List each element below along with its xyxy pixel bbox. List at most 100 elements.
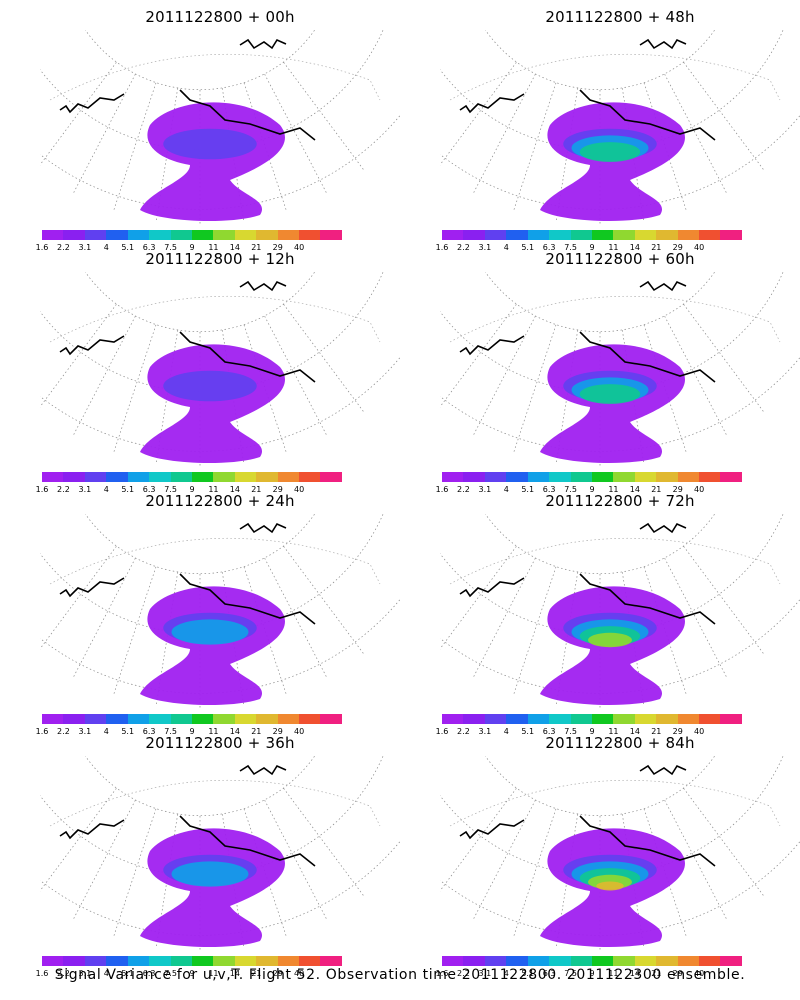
colorbar-swatch <box>256 956 278 966</box>
coastline <box>459 38 716 141</box>
colorbar-tick-label: 7.5 <box>164 485 177 494</box>
coastline <box>59 522 316 625</box>
colorbar-tick-label: 4 <box>103 485 109 494</box>
colorbar-swatch <box>484 230 507 240</box>
panel-title: 2011122800 + 36h <box>145 734 295 752</box>
latitude-gridline <box>484 272 716 333</box>
colorbar-tick-label: 1.6 <box>435 969 449 978</box>
meridian-gridline <box>683 546 765 655</box>
colorbar-tick-label: 21 <box>651 243 662 252</box>
colorbar-tick-label: 7.5 <box>564 969 577 978</box>
colorbar-ticks: 1.6 2.2 3.1 4 5.1 6.3 7.5 9 11 14 21 29 40 <box>436 969 742 979</box>
colorbar-swatch <box>320 230 342 240</box>
colorbar-tick-label: 29 <box>672 727 683 736</box>
meridian-gridline <box>243 82 287 212</box>
colorbar-tick-label: 5.1 <box>121 485 135 494</box>
colorbar-swatch <box>63 714 85 724</box>
colorbar-tick-label: 29 <box>272 969 283 978</box>
colorbar-swatch <box>191 230 214 240</box>
meridian-gridline <box>283 304 365 413</box>
colorbar-swatch <box>234 956 257 966</box>
meridian-gridline <box>513 82 557 212</box>
map-panel-00h: 2011122800 + 00h 1.6 2.2 3.1 4 5.1 6.3 7.5 9 11 1… <box>36 8 400 252</box>
colorbar-swatch <box>213 714 235 724</box>
colorbar-tick-label: 2.2 <box>457 727 470 736</box>
colorbar-swatch <box>170 472 192 482</box>
colorbar-tick-label: 5.1 <box>121 969 135 978</box>
colorbar-swatch <box>256 472 278 482</box>
colorbar-swatch <box>277 472 300 482</box>
colorbar-tick-label: 5.1 <box>121 243 135 252</box>
colorbar-swatch <box>527 714 550 724</box>
colorbar-swatch <box>277 956 300 966</box>
colorbar-swatch <box>527 956 550 966</box>
colorbar <box>42 472 342 482</box>
colorbar-tick-label: 6.3 <box>142 969 156 978</box>
meridian-gridline <box>40 304 117 408</box>
colorbar-swatch <box>720 472 742 482</box>
colorbar-swatch <box>127 472 150 482</box>
colorbar-swatch <box>613 714 635 724</box>
panel-title: 2011122800 + 60h <box>545 250 695 268</box>
colorbar-swatch <box>213 472 235 482</box>
colorbar-tick-label: 2.2 <box>57 727 70 736</box>
colorbar-swatch <box>549 230 571 240</box>
meridian-gridline <box>472 558 536 679</box>
variance-contour <box>163 128 257 160</box>
colorbar-swatch <box>442 714 464 724</box>
variance-map <box>40 272 400 467</box>
domain-boundary <box>49 295 381 343</box>
colorbar-tick-label: 6.3 <box>142 727 156 736</box>
colorbar-swatch <box>320 956 342 966</box>
colorbar-swatch <box>84 956 107 966</box>
variance-contour <box>588 632 632 648</box>
colorbar-tick-label: 3.1 <box>78 969 92 978</box>
colorbar-tick-label: 40 <box>694 485 705 494</box>
colorbar-swatch <box>299 472 321 482</box>
colorbar-swatch <box>591 714 614 724</box>
colorbar-tick-label: 14 <box>229 485 240 494</box>
meridian-gridline <box>664 558 728 679</box>
variance-region <box>140 344 285 464</box>
colorbar-swatch <box>277 714 300 724</box>
coastline <box>459 764 716 867</box>
colorbar-tick-label: 9 <box>189 485 195 494</box>
panel-title: 2011122800 + 72h <box>545 492 695 510</box>
variance-contour <box>579 142 641 162</box>
colorbar-swatch <box>570 230 592 240</box>
colorbar-tick-label: 14 <box>629 969 640 978</box>
colorbar-swatch <box>549 956 571 966</box>
colorbar-swatch <box>591 230 614 240</box>
colorbar-swatch <box>106 956 128 966</box>
colorbar-tick-label: 9 <box>189 969 195 978</box>
colorbar-tick-label: 1.6 <box>435 485 449 494</box>
colorbar-swatch <box>570 956 592 966</box>
colorbar-tick-label: 11 <box>608 485 619 494</box>
colorbar-swatch <box>320 714 342 724</box>
colorbar <box>442 956 742 966</box>
colorbar-tick-label: 2.2 <box>457 485 470 494</box>
colorbar-tick-label: 11 <box>608 243 619 252</box>
domain-boundary <box>49 779 381 827</box>
meridian-gridline <box>264 316 328 437</box>
meridian-gridline <box>243 324 287 454</box>
colorbar-tick-label: 9 <box>589 243 595 252</box>
latitude-gridline <box>40 514 384 634</box>
colorbar-tick-label: 21 <box>251 243 262 252</box>
colorbar-swatch <box>656 714 678 724</box>
colorbar-tick-label: 7.5 <box>164 243 177 252</box>
colorbar-swatch <box>127 230 150 240</box>
colorbar-swatch <box>84 230 107 240</box>
colorbar <box>42 230 342 240</box>
map-panel-72h: 2011122800 + 72h 1.6 2.2 3.1 4 5.1 6.3 7.5 9 11 1… <box>436 492 800 736</box>
colorbar-tick-label: 2.2 <box>57 485 70 494</box>
colorbar-tick-label: 2.2 <box>457 969 470 978</box>
colorbar-tick-label: 21 <box>651 485 662 494</box>
colorbar-swatch <box>677 956 700 966</box>
colorbar-tick-label: 3.1 <box>78 485 92 494</box>
meridian-gridline <box>683 788 765 897</box>
colorbar-swatch <box>634 472 657 482</box>
colorbar-tick-label: 4 <box>503 485 509 494</box>
colorbar-tick-label: 1.6 <box>35 969 49 978</box>
colorbar-tick-label: 4 <box>103 969 109 978</box>
